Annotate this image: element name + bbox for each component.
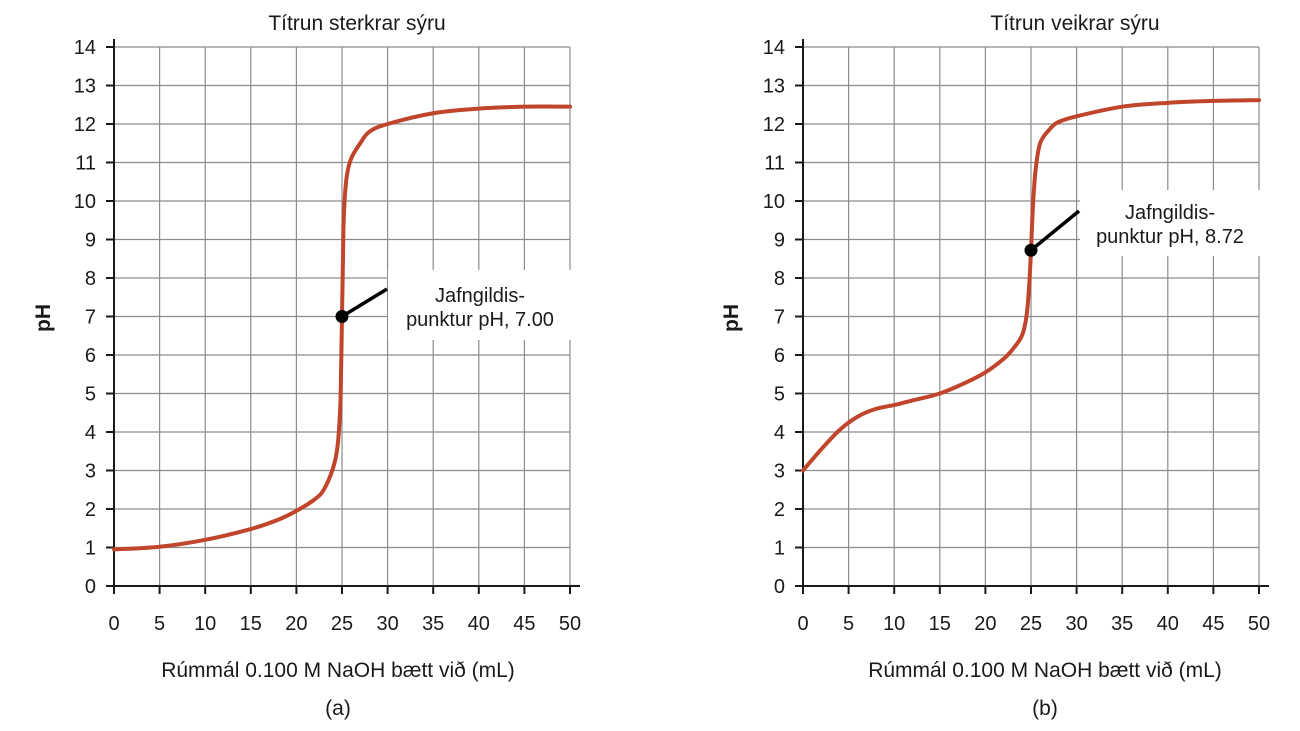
annotation-text-line1: Jafngildis- (1125, 202, 1215, 224)
x-tick-label: 15 (240, 613, 262, 635)
y-tick-label: 7 (774, 307, 785, 329)
y-tick-label: 14 (74, 37, 96, 59)
y-axis-label: pH (720, 304, 743, 332)
x-tick-label: 10 (194, 613, 216, 635)
chart-title: Títrun veikrar sýru (990, 12, 1159, 35)
chart-strong-acid: 0 5 10 15 20 25 30 35 40 45 5001234567891011121314… (32, 12, 581, 720)
x-axis-label: Rúmmál 0.100 M NaOH bætt við (mL) (868, 659, 1222, 682)
annotation-text-line2: punktur pH, 8.72 (1096, 226, 1244, 248)
equivalence-point-marker (1024, 243, 1038, 257)
x-tick-label: 20 (285, 613, 307, 635)
x-tick-label: 0 (797, 613, 808, 635)
y-tick-label: 6 (85, 345, 96, 367)
y-tick-label: 1 (85, 538, 96, 560)
x-tick-label: 50 (1248, 613, 1270, 635)
x-axis-label: Rúmmál 0.100 M NaOH bætt við (mL) (161, 659, 515, 682)
annotation-text-line1: Jafngildis- (435, 285, 525, 307)
y-tick-label: 9 (85, 230, 96, 252)
y-tick-label: 0 (85, 576, 96, 598)
chart-title: Títrun sterkrar sýru (268, 12, 445, 35)
y-tick-label: 10 (763, 191, 785, 213)
y-tick-label: 10 (74, 191, 96, 213)
y-axis-label: pH (32, 304, 55, 332)
y-tick-label: 0 (774, 576, 785, 598)
y-tick-label: 2 (774, 499, 785, 521)
y-tick-label: 3 (85, 461, 96, 483)
y-tick-label: 11 (75, 153, 96, 175)
y-tick-label: 12 (74, 114, 96, 136)
annotation-text-line2: punktur pH, 7.00 (406, 309, 554, 331)
x-tick-label: 30 (1065, 613, 1087, 635)
y-tick-label: 3 (774, 461, 785, 483)
y-tick-label: 5 (774, 384, 785, 406)
y-tick-label: 13 (74, 76, 96, 98)
y-tick-label: 5 (85, 384, 96, 406)
panel-label: (a) (325, 697, 351, 720)
y-tick-label: 2 (85, 499, 96, 521)
y-tick-label: 4 (85, 422, 96, 444)
y-tick-label: 14 (763, 37, 785, 59)
x-tick-label: 30 (376, 613, 398, 635)
y-tick-label: 12 (763, 114, 785, 136)
panel-label: (b) (1032, 697, 1058, 720)
x-tick-label: 15 (929, 613, 951, 635)
annotation-box (388, 270, 572, 340)
equivalence-point-marker (335, 310, 349, 323)
y-tick-label: 11 (764, 153, 785, 175)
y-tick-label: 6 (774, 345, 785, 367)
y-tick-label: 9 (774, 230, 785, 252)
y-tick-label: 1 (774, 538, 785, 560)
annotation-leader-line (1029, 209, 1081, 252)
x-tick-label: 25 (331, 613, 353, 635)
x-tick-label: 20 (974, 613, 996, 635)
titration-curve (801, 98, 1261, 473)
x-tick-label: 5 (154, 613, 165, 635)
y-tick-label: 8 (85, 268, 96, 290)
x-tick-label: 45 (513, 613, 535, 635)
x-tick-label: 25 (1020, 613, 1042, 635)
annotation-leader-line (341, 287, 388, 318)
x-tick-label: 5 (843, 613, 854, 635)
y-tick-label: 7 (85, 307, 96, 329)
x-tick-label: 40 (1157, 613, 1179, 635)
x-tick-label: 45 (1202, 613, 1224, 635)
annotation-box (1080, 190, 1262, 256)
titration-curve (112, 104, 572, 552)
x-tick-label: 10 (883, 613, 905, 635)
x-tick-label: 35 (1111, 613, 1133, 635)
x-tick-label: 0 (108, 613, 119, 635)
y-tick-label: 4 (774, 422, 785, 444)
x-tick-label: 35 (422, 613, 444, 635)
x-tick-label: 50 (559, 613, 581, 635)
x-tick-label: 40 (468, 613, 490, 635)
chart-weak-acid: 0 5 10 15 20 25 30 35 40 45 5001234567891011121314… (720, 12, 1270, 720)
y-tick-label: 13 (763, 76, 785, 98)
y-tick-label: 8 (774, 268, 785, 290)
